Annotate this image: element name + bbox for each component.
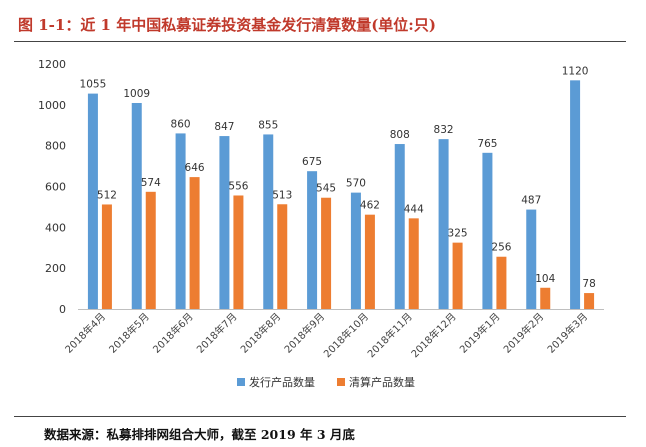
- data-label: 1120: [562, 65, 589, 77]
- bar-liquidated: [101, 204, 112, 309]
- data-label: 104: [535, 273, 555, 285]
- bar-liquidated: [321, 197, 332, 309]
- bar-issued: [307, 171, 318, 309]
- bar-liquidated: [145, 191, 156, 309]
- bar-issued: [263, 134, 274, 309]
- bar-liquidated: [277, 204, 288, 309]
- bar-issued: [131, 102, 142, 309]
- y-tick-label: 200: [45, 262, 66, 275]
- x-tick-label: 2018年6月: [150, 310, 196, 356]
- y-tick-label: 1000: [38, 99, 66, 112]
- x-tick-label: 2018年11月: [365, 310, 415, 360]
- legend-label-issued: 发行产品数量: [249, 375, 315, 389]
- data-label: 512: [97, 189, 117, 201]
- data-source-note: 数据来源：私募排排网组合大师，截至 2019 年 3 月底: [44, 427, 355, 442]
- data-label: 325: [448, 228, 468, 240]
- bar-issued: [87, 93, 98, 309]
- data-label: 860: [171, 118, 191, 130]
- bar-issued: [438, 139, 449, 309]
- bar-liquidated: [584, 293, 595, 309]
- bar-issued: [482, 152, 493, 309]
- data-label: 570: [346, 178, 366, 190]
- data-label: 462: [360, 200, 380, 212]
- x-tick-label: 2018年9月: [281, 310, 327, 356]
- x-tick-label: 2018年8月: [238, 310, 284, 356]
- data-label: 513: [272, 189, 292, 201]
- y-axis: 0 200 400 600 800 1000 1200: [38, 58, 66, 316]
- data-label: 1009: [123, 88, 150, 100]
- data-label: 765: [477, 138, 497, 150]
- x-axis: 2018年4月 2018年5月 2018年6月 2018年7月 2018年8月 2018年…: [62, 310, 590, 360]
- data-label: 646: [185, 162, 205, 174]
- legend-swatch-issued: [237, 378, 245, 386]
- x-tick-label: 2018年12月: [408, 310, 458, 360]
- bar-liquidated: [364, 214, 375, 309]
- data-label: 78: [582, 278, 595, 290]
- data-label: 808: [390, 129, 410, 141]
- bar-chart: 0 200 400 600 800 1000 1200 1055 512 1009 574 860 6…: [38, 58, 604, 389]
- x-tick-label: 2018年7月: [194, 310, 240, 356]
- data-label: 256: [491, 242, 511, 254]
- bar-issued: [526, 209, 537, 309]
- data-label: 545: [316, 183, 336, 195]
- figure-title: 图 1-1：近 1 年中国私募证券投资基金发行清算数量(单位:只): [18, 16, 436, 34]
- legend: 发行产品数量 清算产品数量: [237, 375, 415, 389]
- x-tick-label: 2018年4月: [62, 310, 108, 356]
- data-label: 444: [404, 203, 424, 215]
- y-tick-label: 0: [59, 303, 66, 316]
- bar-liquidated: [233, 195, 244, 309]
- bar-liquidated: [540, 287, 551, 309]
- y-tick-label: 800: [45, 140, 66, 153]
- data-label: 487: [521, 195, 541, 207]
- legend-swatch-liquidated: [337, 378, 345, 386]
- x-tick-label: 2018年5月: [106, 310, 152, 356]
- bar-liquidated: [496, 256, 507, 309]
- bar-issued: [570, 80, 581, 309]
- bars: 1055 512 1009 574 860 646 847 556 855 513 675 545 57…: [80, 65, 596, 309]
- bottom-rule: [14, 416, 626, 417]
- data-label: 847: [214, 121, 234, 133]
- bar-issued: [394, 144, 405, 309]
- x-tick-label: 2019年1月: [457, 310, 503, 356]
- data-label: 556: [228, 180, 248, 192]
- data-label: 832: [434, 124, 454, 136]
- bar-liquidated: [408, 218, 419, 309]
- bar-issued: [350, 192, 361, 309]
- data-label: 855: [258, 119, 278, 131]
- x-tick-label: 2019年2月: [501, 310, 547, 356]
- bar-issued: [219, 136, 230, 309]
- y-tick-label: 400: [45, 221, 66, 234]
- x-tick-label: 2018年10月: [321, 310, 371, 360]
- legend-label-liquidated: 清算产品数量: [349, 375, 415, 389]
- bar-issued: [175, 133, 186, 309]
- y-tick-label: 1200: [38, 58, 66, 71]
- y-tick-label: 600: [45, 181, 66, 194]
- bar-liquidated: [452, 242, 463, 309]
- data-label: 1055: [80, 79, 107, 91]
- bar-liquidated: [189, 177, 200, 309]
- top-rule: [14, 41, 626, 42]
- data-label: 574: [141, 177, 161, 189]
- data-label: 675: [302, 156, 322, 168]
- x-tick-label: 2019年3月: [544, 310, 590, 356]
